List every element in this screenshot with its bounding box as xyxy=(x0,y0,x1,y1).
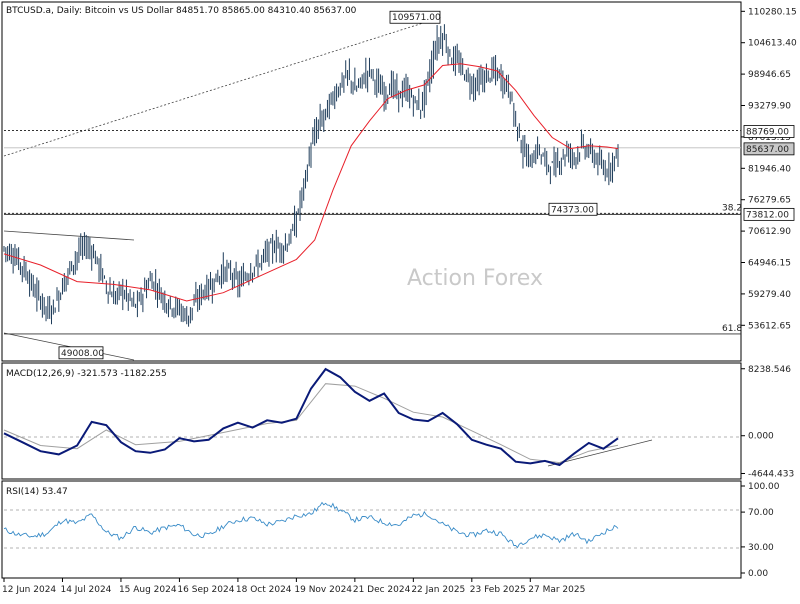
price-y-tick-label: 98946.65 xyxy=(748,70,791,80)
fib-61-label: 61.8 xyxy=(722,324,742,334)
x-tick-label: 14 Jul 2024 xyxy=(60,585,111,595)
watermark: Action Forex xyxy=(407,266,543,291)
price-y-tick-label: 53612.65 xyxy=(748,321,791,331)
level-38-axis-label: 73812.00 xyxy=(746,210,789,220)
x-tick-label: 21 Dec 2024 xyxy=(353,585,411,595)
x-tick-label: 19 Nov 2024 xyxy=(294,585,352,595)
price-panel-frame xyxy=(1,1,742,362)
rsi-line xyxy=(3,501,619,549)
price-y-tick-label: 104613.40 xyxy=(748,39,797,49)
swing-low-price-label-box xyxy=(58,346,104,360)
rsi-y-tick-label: 70.00 xyxy=(748,508,774,518)
x-tick-label: 27 Mar 2025 xyxy=(528,585,585,595)
macd-y-tick-label: 8238.546 xyxy=(748,365,791,375)
swing-low-price-label: 49008.00 xyxy=(61,349,104,359)
macd-panel-title: MACD(12,26,9) -321.573 -1182.255 xyxy=(6,369,167,379)
x-tick-label: 12 Jun 2024 xyxy=(2,585,56,595)
high-price-label-box xyxy=(389,10,441,24)
price-y-tick-label: 64946.15 xyxy=(748,259,791,269)
rsi-y-tick-label: 0.00 xyxy=(748,569,768,579)
macd-signal-line xyxy=(3,383,619,464)
rsi-y-tick-label: 30.00 xyxy=(748,543,774,553)
x-tick-label: 18 Oct 2024 xyxy=(236,585,292,595)
macd-panel-frame xyxy=(1,362,742,480)
price-wedge-upper-line xyxy=(3,230,135,241)
macd-main-line xyxy=(3,367,619,467)
x-tick-label: 16 Sep 2024 xyxy=(177,585,234,595)
high-price-label: 109571.00 xyxy=(392,13,441,23)
macd-y-tick-label: -4644.433 xyxy=(748,469,794,479)
price-moving-average-line xyxy=(3,63,619,302)
price-upper-dashed-trendline xyxy=(3,16,443,157)
price-y-tick-label: 87613.15 xyxy=(748,133,791,143)
rsi-panel-title: RSI(14) 53.47 xyxy=(6,487,68,497)
x-tick-label: 23 Feb 2025 xyxy=(470,585,526,595)
macd-y-tick-label: 0.000 xyxy=(748,432,774,442)
last-price-axis-label-box xyxy=(743,142,795,156)
low-price-label: 74373.00 xyxy=(551,205,594,215)
price-y-tick-label: 93279.90 xyxy=(748,102,791,112)
level-upper-axis-label-box xyxy=(743,125,795,138)
fib-38-label: 38.2 xyxy=(722,203,742,213)
last-price-axis-label: 85637.00 xyxy=(746,145,789,155)
price-y-tick-label: 59279.40 xyxy=(748,290,791,300)
price-y-tick-label: 76279.65 xyxy=(748,196,791,206)
level-upper-axis-label: 88769.00 xyxy=(746,128,789,138)
x-tick-label: 15 Aug 2024 xyxy=(119,585,177,595)
x-tick-label: 22 Jan 2025 xyxy=(411,585,465,595)
low-price-label-box xyxy=(548,202,598,216)
price-panel-title: BTCUSD.a, Daily: Bitcoin vs US Dollar 84… xyxy=(6,6,357,16)
rsi-y-tick-label: 100.00 xyxy=(748,482,780,492)
rsi-panel-frame xyxy=(1,480,742,579)
price-y-tick-label: 110280.15 xyxy=(748,7,797,17)
price-y-tick-label: 81946.40 xyxy=(748,164,791,174)
level-38-axis-label-box xyxy=(743,207,795,221)
price-y-tick-label: 70612.90 xyxy=(748,227,791,237)
